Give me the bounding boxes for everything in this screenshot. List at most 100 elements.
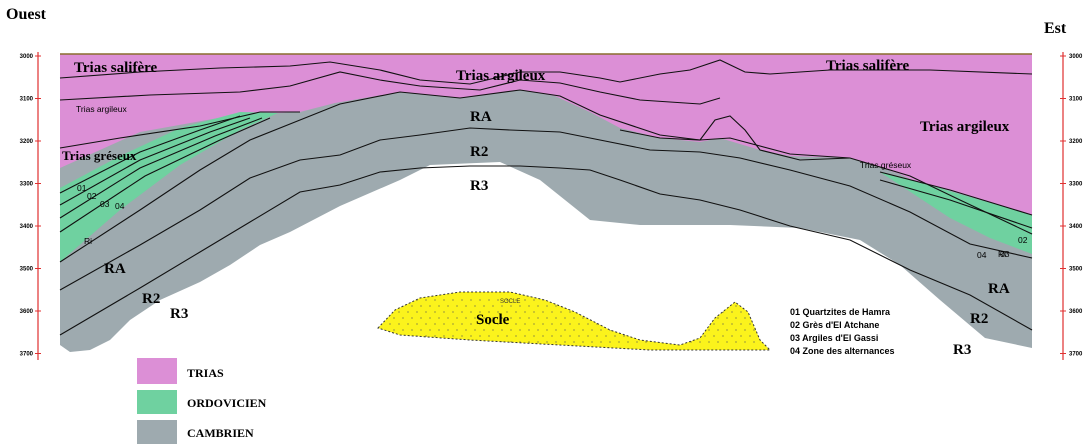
socle-dot [731, 299, 733, 301]
socle-dot [722, 323, 724, 325]
socle-dot [596, 311, 598, 313]
socle-dot [537, 317, 539, 319]
socle-dot [753, 317, 755, 319]
socle-dot [654, 305, 656, 307]
socle-dot [605, 311, 607, 313]
socle-dot [551, 335, 553, 337]
socle-dot [533, 335, 535, 337]
socle-dot [506, 311, 508, 313]
socle-dot [726, 305, 728, 307]
socle-dot [560, 299, 562, 301]
right-depth-label: 3100 [1069, 97, 1083, 103]
socle-dot [461, 323, 463, 325]
socle-dot [641, 299, 643, 301]
socle-dot [402, 341, 404, 343]
socle-dot [389, 299, 391, 301]
socle-dot [470, 323, 472, 325]
socle-dot [393, 341, 395, 343]
socle-dot [686, 335, 688, 337]
socle-dot [690, 329, 692, 331]
socle-dot [735, 341, 737, 343]
socle-dot [420, 329, 422, 331]
socle-dot [524, 335, 526, 337]
ordovicien-west [60, 112, 278, 262]
socle-dot [641, 335, 643, 337]
socle-dot [411, 305, 413, 307]
socle-dot [465, 317, 467, 319]
socle-dot [452, 335, 454, 337]
right-depth-label: 3200 [1069, 139, 1083, 145]
socle-dot [551, 311, 553, 313]
label-ra-east: RA [988, 281, 1010, 297]
socle-dot [515, 299, 517, 301]
socle-dot [551, 299, 553, 301]
socle-dot [560, 311, 562, 313]
legend-swatch-trias [137, 358, 177, 384]
socle-dot [389, 323, 391, 325]
socle-dot [438, 329, 440, 331]
socle-dot [618, 305, 620, 307]
socle-dot [699, 341, 701, 343]
socle-dot [573, 341, 575, 343]
socle-dot [434, 311, 436, 313]
label-trias-salifere-w: Trias salifère [74, 60, 158, 76]
socle-dot [609, 305, 611, 307]
socle-dot [546, 341, 548, 343]
right-depth-label: 3600 [1069, 309, 1083, 315]
socle-dot [758, 323, 760, 325]
socle-dot [524, 323, 526, 325]
right-depth-label: 3700 [1069, 352, 1083, 358]
socle-dot [420, 305, 422, 307]
socle-dot [510, 329, 512, 331]
socle-dot [497, 335, 499, 337]
socle-dot [578, 311, 580, 313]
socle-dot [483, 341, 485, 343]
socle-dot [582, 341, 584, 343]
socle-dot [434, 299, 436, 301]
socle-dot [492, 305, 494, 307]
left-depth-label: 3600 [20, 309, 34, 315]
socle-dot [425, 299, 427, 301]
socle-dot [744, 317, 746, 319]
socle-dot [695, 311, 697, 313]
socle-dot [438, 305, 440, 307]
socle-dot [681, 305, 683, 307]
socle-dot [551, 323, 553, 325]
socle-dot [542, 323, 544, 325]
label-02-east: 02 [1018, 235, 1028, 245]
left-depth-scale: 3000 3100 3200 3300 3400 3500 3600 3700 [20, 52, 41, 360]
socle-dot [668, 311, 670, 313]
right-depth-label: 3000 [1069, 54, 1083, 60]
socle-dot [456, 329, 458, 331]
socle-dot [632, 311, 634, 313]
socle-dot [447, 329, 449, 331]
socle-dot [663, 329, 665, 331]
socle-dot [537, 329, 539, 331]
legend-swatch-cambrien [137, 420, 177, 444]
socle-dot [528, 341, 530, 343]
socle-dot [407, 323, 409, 325]
socle-dot [681, 317, 683, 319]
label-03-east: 03 [1000, 249, 1010, 259]
socle-dot [735, 329, 737, 331]
socle-dot [758, 299, 760, 301]
socle-dot [398, 299, 400, 301]
socle-dot [600, 341, 602, 343]
legend-label-cambrien: CAMBRIEN [187, 426, 254, 440]
socle-dot [510, 305, 512, 307]
socle-dot [506, 335, 508, 337]
socle-dot [407, 311, 409, 313]
socle-dot [537, 341, 539, 343]
label-04-west: 04 [115, 201, 125, 211]
socle-dot [411, 317, 413, 319]
socle-dot [618, 341, 620, 343]
socle-dot [452, 323, 454, 325]
formation-key: 01 Quartzites de Hamra 02 Grès d'El Atch… [790, 307, 895, 356]
label-04-east: 04 [977, 250, 987, 260]
socle-dot [411, 329, 413, 331]
socle-dot [636, 305, 638, 307]
socle-dot [645, 317, 647, 319]
socle-dot [411, 341, 413, 343]
socle-dot [501, 329, 503, 331]
